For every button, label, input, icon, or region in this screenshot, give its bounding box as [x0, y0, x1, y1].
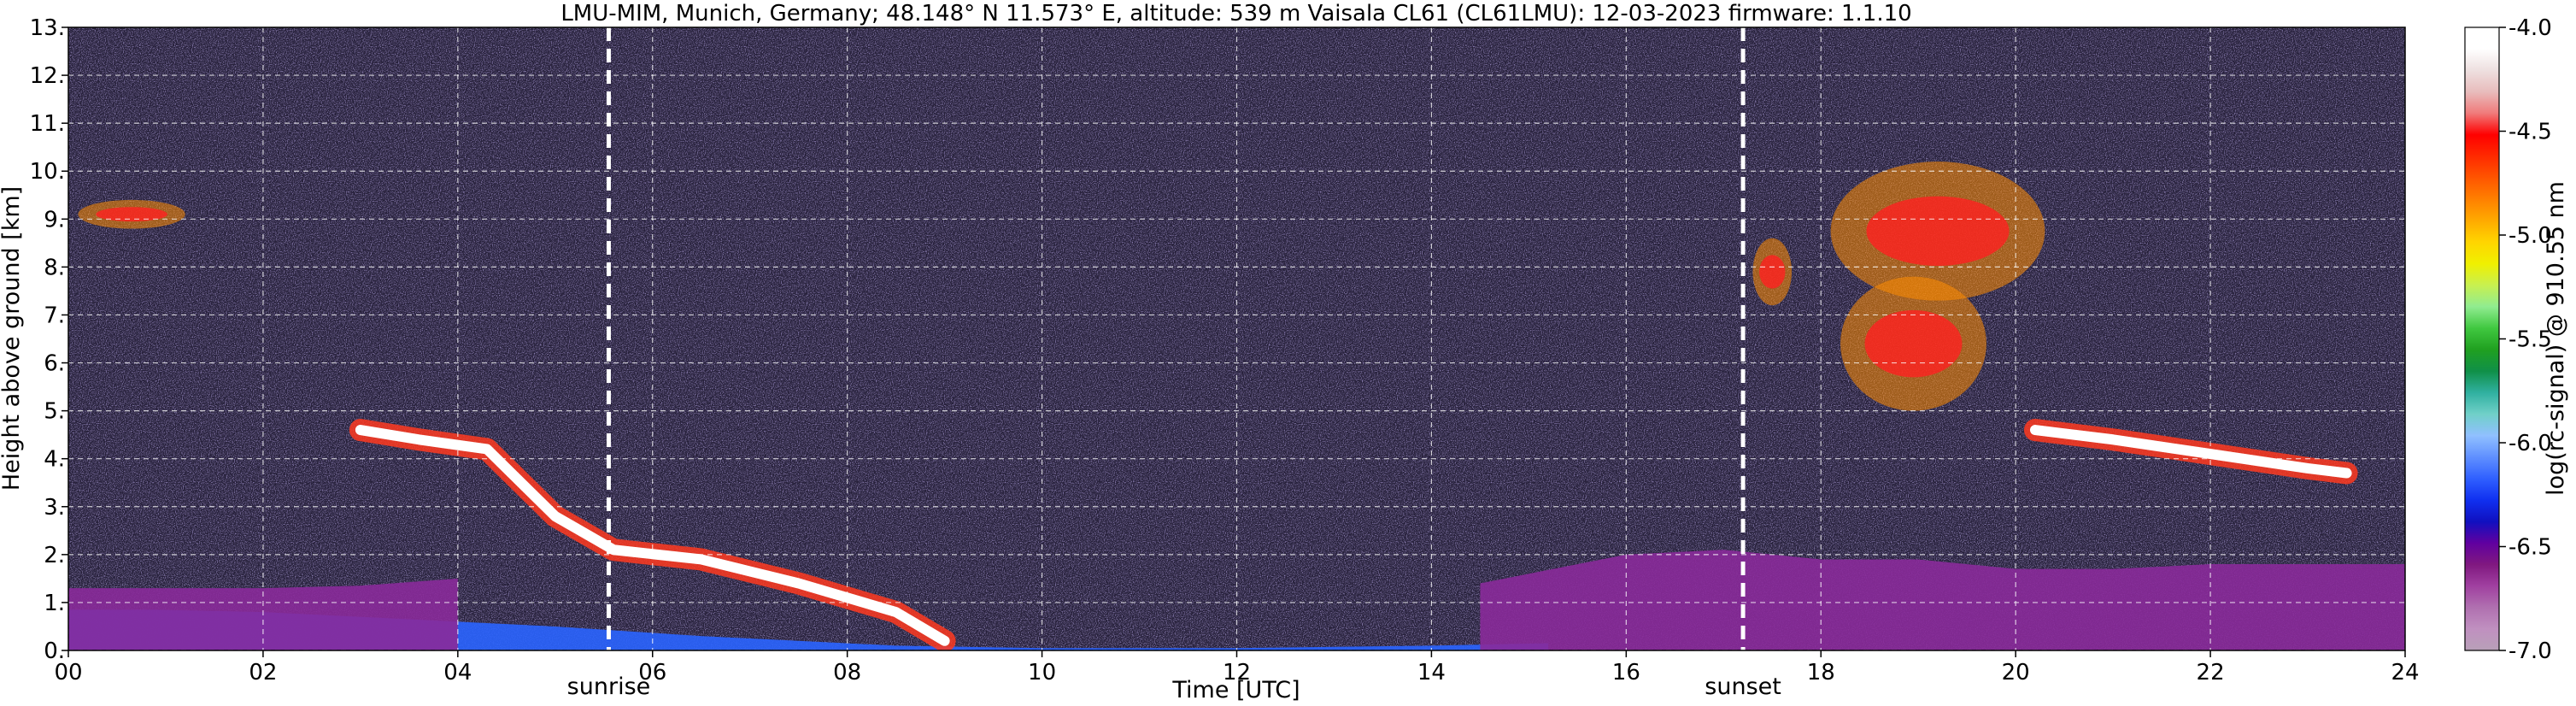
y-tick-label: 13. — [30, 15, 65, 41]
chart-title: LMU-MIM, Munich, Germany; 48.148° N 11.5… — [560, 1, 1911, 26]
x-axis-ticks: 00 02 04 06 08 10 12 14 16 18 20 22 24 — [54, 650, 2420, 685]
y-axis-ticks: 0. 1. 2. 3. 4. 5. 6. 7. 8. 9. 10. 11. 12. 13. — [30, 15, 68, 664]
colorbar-tick-label: -7.0 — [2509, 638, 2552, 664]
y-tick-label: 1. — [44, 591, 65, 616]
colorbar-label: log(rc-signal) @ 910.55 nm — [2543, 181, 2569, 496]
y-tick-label: 3. — [44, 495, 65, 521]
colorbar-tick-label: -5.0 — [2509, 223, 2552, 249]
x-tick-label: 10 — [1028, 660, 1056, 685]
upper-cloud-core — [1864, 309, 1963, 378]
colorbar-tick-label: -4.0 — [2509, 15, 2552, 41]
y-tick-label: 11. — [30, 111, 65, 137]
y-tick-label: 6. — [44, 351, 65, 377]
y-tick-label: 7. — [44, 303, 65, 328]
grid — [68, 27, 2405, 650]
y-tick-label: 2. — [44, 543, 65, 568]
upper-cloud-core — [1866, 196, 2010, 266]
x-tick-label: 20 — [2002, 660, 2030, 685]
colorbar-tick-label: -4.5 — [2509, 120, 2552, 145]
y-tick-label: 10. — [30, 159, 65, 185]
colorbar-tick-label: -6.5 — [2509, 535, 2552, 561]
sunset-label: sunset — [1705, 674, 1781, 700]
plot-area — [68, 27, 2405, 650]
sun-markers — [606, 27, 1746, 650]
x-tick-label: 22 — [2197, 660, 2225, 685]
x-tick-label: 18 — [1807, 660, 1835, 685]
magenta-layer — [1480, 550, 2405, 650]
colorbar-gradient — [2464, 26, 2500, 651]
y-tick-label: 5. — [44, 399, 65, 425]
cloud-layer-core — [355, 425, 950, 646]
colorbar-tick-label: -5.5 — [2509, 327, 2552, 353]
upper-cloud-core — [1759, 255, 1786, 289]
x-tick-label: 06 — [638, 660, 666, 685]
x-tick-label: 02 — [249, 660, 277, 685]
x-axis-label: Time [UTC] — [1171, 677, 1300, 703]
y-tick-label: 12. — [30, 63, 65, 89]
x-tick-label: 12 — [1223, 660, 1251, 685]
upper-cloud-core — [96, 207, 167, 222]
colorbar: -4.0 -4.5 -5.0 -5.5 -6.0 -6.5 -7.0 log(rc-sign… — [2464, 15, 2569, 664]
y-tick-label: 8. — [44, 255, 65, 280]
colorbar-ticks: -4.0 -4.5 -5.0 -5.5 -6.0 -6.5 -7.0 — [2499, 15, 2552, 664]
y-axis-label: Height above ground [km] — [0, 186, 25, 491]
x-tick-label: 00 — [54, 660, 82, 685]
x-tick-label: 08 — [833, 660, 861, 685]
sunrise-label: sunrise — [567, 674, 651, 700]
colorbar-tick-label: -6.0 — [2509, 431, 2552, 456]
y-tick-label: 9. — [44, 207, 65, 232]
sun-marker-labels: sunrise sunset — [567, 674, 1781, 700]
y-tick-label: 0. — [44, 638, 65, 664]
signal-layers — [68, 162, 2405, 650]
x-tick-label: 24 — [2391, 660, 2419, 685]
x-tick-label: 14 — [1417, 660, 1446, 685]
x-tick-label: 16 — [1612, 660, 1640, 685]
y-tick-label: 4. — [44, 447, 65, 473]
x-tick-label: 04 — [443, 660, 472, 685]
